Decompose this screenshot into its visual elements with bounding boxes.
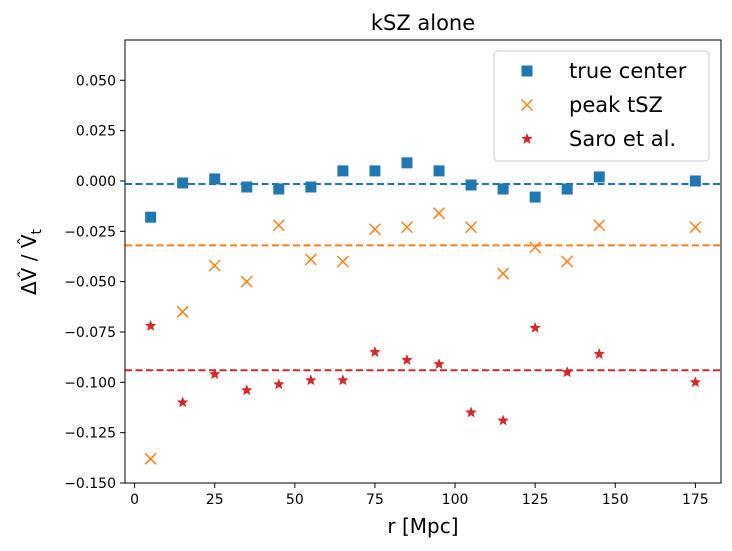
data-point-saro-et-al xyxy=(497,414,509,426)
data-point-true-center xyxy=(305,181,317,193)
data-point-peak-tsz xyxy=(240,275,253,288)
data-point-true-center xyxy=(145,211,157,223)
data-point-saro-et-al xyxy=(465,406,477,418)
data-point-saro-et-al xyxy=(241,384,253,396)
data-point-saro-et-al xyxy=(176,396,189,408)
legend-marker-square xyxy=(521,65,533,77)
x-tick-label: 25 xyxy=(206,492,224,508)
y-tick-label: 0.000 xyxy=(76,174,116,190)
data-point-peak-tsz xyxy=(593,219,606,232)
data-point-peak-tsz xyxy=(529,241,542,254)
data-point-peak-tsz xyxy=(208,259,221,272)
y-tick-label: −0.025 xyxy=(64,224,116,240)
data-point-saro-et-al xyxy=(209,368,221,380)
legend-label: Saro et al. xyxy=(569,127,676,151)
data-point-saro-et-al xyxy=(561,366,573,378)
data-point-true-center xyxy=(369,165,381,177)
legend-frame xyxy=(493,50,710,162)
data-point-saro-et-al xyxy=(273,378,285,390)
data-point-peak-tsz xyxy=(272,219,285,232)
x-tick-label: 175 xyxy=(682,492,709,508)
data-point-saro-et-al xyxy=(433,358,445,370)
x-tick-label: 100 xyxy=(442,492,469,508)
legend-label: true center xyxy=(569,59,687,83)
x-tick-label: 125 xyxy=(522,492,549,508)
y-tick-label: −0.125 xyxy=(64,426,116,442)
plot-frame xyxy=(124,39,722,484)
x-axis-label: r [Mpc] xyxy=(387,514,458,538)
data-point-peak-tsz xyxy=(176,305,189,318)
y-tick-label: −0.100 xyxy=(64,375,116,391)
data-point-true-center xyxy=(177,177,189,189)
data-point-saro-et-al xyxy=(144,319,157,331)
y-tick-label: −0.150 xyxy=(64,476,116,492)
data-point-true-center xyxy=(593,171,605,183)
chart-title: kSZ alone xyxy=(371,11,475,35)
data-point-saro-et-al xyxy=(401,354,413,366)
data-point-true-center xyxy=(497,183,509,195)
data-point-peak-tsz xyxy=(497,267,510,280)
data-point-true-center xyxy=(689,175,701,187)
data-point-true-center xyxy=(337,165,349,177)
x-tick-label: 150 xyxy=(602,492,629,508)
data-point-peak-tsz xyxy=(304,253,317,266)
data-point-true-center xyxy=(561,183,573,195)
y-tick-label: −0.075 xyxy=(64,325,116,341)
data-point-peak-tsz xyxy=(336,255,349,268)
y-tick-label: 0.025 xyxy=(76,124,116,140)
x-tick-label: 0 xyxy=(130,492,139,508)
data-point-peak-tsz xyxy=(561,255,574,268)
data-point-peak-tsz xyxy=(432,207,446,220)
data-point-true-center xyxy=(241,181,253,193)
data-point-saro-et-al xyxy=(369,346,381,357)
y-tick-label: 0.050 xyxy=(76,73,116,89)
legend-marker-x xyxy=(520,98,534,112)
data-point-saro-et-al xyxy=(689,376,702,388)
legend: true center peak tSZ Saro et al. xyxy=(493,50,710,162)
y-tick-label: −0.050 xyxy=(64,275,116,291)
x-tick-label: 75 xyxy=(366,492,384,508)
data-point-true-center xyxy=(433,165,445,177)
data-point-saro-et-al xyxy=(337,374,349,386)
data-point-peak-tsz xyxy=(465,221,478,234)
data-point-peak-tsz xyxy=(368,223,381,236)
legend-label: peak tSZ xyxy=(569,93,663,117)
data-point-true-center xyxy=(529,191,541,203)
data-point-true-center xyxy=(273,183,285,195)
data-point-peak-tsz xyxy=(400,221,414,234)
x-tick-label: 50 xyxy=(286,492,304,508)
data-point-true-center xyxy=(401,157,413,169)
legend-marker-star xyxy=(521,133,533,144)
data-point-peak-tsz xyxy=(689,221,702,234)
data-point-saro-et-al xyxy=(529,321,541,333)
y-axis-label: ΔV̂ / V̂t xyxy=(17,229,45,296)
data-point-saro-et-al xyxy=(593,348,605,359)
data-point-peak-tsz xyxy=(144,452,157,465)
data-point-true-center xyxy=(465,179,477,191)
data-point-true-center xyxy=(209,173,221,185)
data-point-saro-et-al xyxy=(305,374,317,386)
